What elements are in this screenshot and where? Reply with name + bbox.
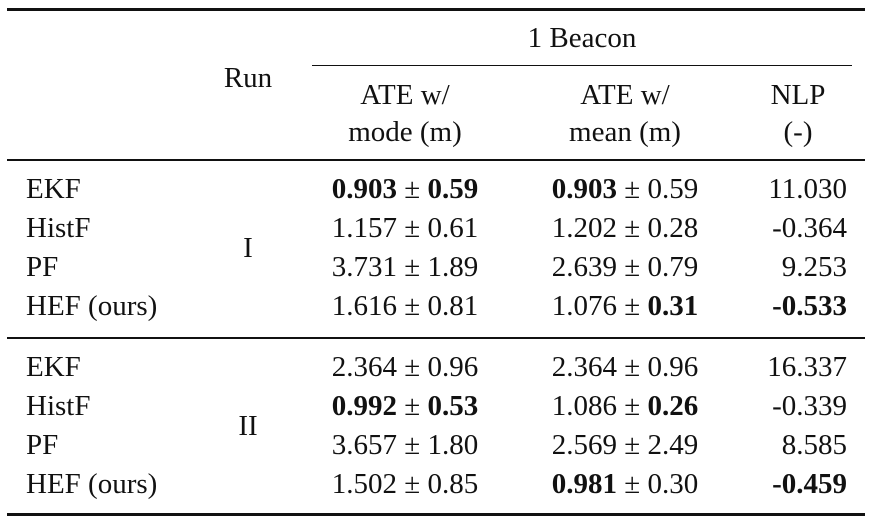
run-column-header: Run — [223, 62, 273, 94]
ate-mean-cell: 2.364 ± 0.96 — [551, 351, 699, 383]
nlp-value: 16.337 — [767, 351, 847, 383]
ate-mode-cell: 0.992 ± 0.53 — [331, 390, 479, 422]
ate-mean-std: 0.96 — [647, 351, 699, 383]
nlp-cell: 8.585 — [730, 428, 847, 462]
method-name: EKF — [26, 173, 81, 205]
run-label: I — [243, 231, 253, 264]
ate-mode-cell: 1.616 ± 0.81 — [331, 290, 479, 322]
ate-mean-header-line1: ATE w/ — [580, 79, 670, 111]
nlp-cell: 11.030 — [730, 172, 847, 206]
ate-mean-cell: 2.569 ± 2.49 — [551, 429, 699, 461]
nlp-cell: -0.459 — [730, 467, 847, 501]
ate-mode-cell: 1.502 ± 0.85 — [331, 468, 479, 500]
ate-mean-std: 2.49 — [647, 429, 699, 461]
ate-mode-value: 2.364 — [331, 351, 398, 383]
group-header: 1 Beacon — [527, 22, 637, 54]
ate-mode-header-line1: ATE w/ — [360, 79, 450, 111]
ate-mean-std: 0.30 — [647, 468, 699, 500]
nlp-value: -0.459 — [772, 468, 847, 500]
nlp-value: -0.364 — [772, 212, 847, 244]
nlp-header-line1: NLP — [770, 79, 826, 111]
ate-mode-std: 0.61 — [427, 212, 479, 244]
ate-mean-std: 0.28 — [647, 212, 699, 244]
ate-mean-header-line2: mean (m) — [569, 116, 681, 148]
ate-mode-std: 1.89 — [427, 251, 479, 283]
method-name: PF — [26, 429, 59, 461]
ate-mean-value: 2.639 — [551, 251, 618, 283]
method-name: EKF — [26, 351, 81, 383]
nlp-cell: -0.339 — [730, 389, 847, 423]
ate-mode-value: 1.616 — [331, 290, 398, 322]
ate-mode-cell: 2.364 ± 0.96 — [331, 351, 479, 383]
run-separator-rule — [7, 337, 865, 339]
ate-mean-value: 1.076 — [551, 290, 618, 322]
bottom-rule — [7, 513, 865, 516]
run-label: II — [238, 409, 258, 442]
nlp-value: -0.339 — [772, 390, 847, 422]
ate-mode-cell: 0.903 ± 0.59 — [331, 173, 479, 205]
header-midrule — [7, 159, 865, 161]
ate-mean-cell: 1.086 ± 0.26 — [551, 390, 699, 422]
nlp-header-line2: (-) — [783, 116, 813, 148]
ate-mode-cell: 3.657 ± 1.80 — [331, 429, 479, 461]
method-name: PF — [26, 251, 59, 283]
ate-mean-cell: 1.202 ± 0.28 — [551, 212, 699, 244]
nlp-cell: 9.253 — [730, 250, 847, 284]
method-name: HistF — [26, 390, 91, 422]
method-name: HEF (ours) — [26, 290, 158, 322]
ate-mode-std: 0.96 — [427, 351, 479, 383]
group-cmidrule — [312, 65, 852, 66]
ate-mean-std: 0.79 — [647, 251, 699, 283]
method-name: HistF — [26, 212, 91, 244]
ate-mode-std: 0.85 — [427, 468, 479, 500]
ate-mean-cell: 2.639 ± 0.79 — [551, 251, 699, 283]
nlp-value: 11.030 — [768, 173, 847, 205]
ate-mean-value: 0.903 — [551, 173, 618, 205]
nlp-cell: 16.337 — [730, 350, 847, 384]
ate-mode-value: 1.502 — [331, 468, 398, 500]
ate-mean-std: 0.26 — [647, 390, 699, 422]
nlp-cell: -0.364 — [730, 211, 847, 245]
nlp-value: 9.253 — [781, 251, 847, 283]
ate-mean-std: 0.31 — [647, 290, 699, 322]
ate-mode-header-line2: mode (m) — [348, 116, 462, 148]
ate-mode-std: 0.53 — [427, 390, 479, 422]
ate-mean-std: 0.59 — [647, 173, 699, 205]
ate-mode-value: 0.903 — [331, 173, 398, 205]
nlp-value: -0.533 — [772, 290, 847, 322]
ate-mean-value: 1.202 — [551, 212, 618, 244]
ate-mode-value: 0.992 — [331, 390, 398, 422]
ate-mean-cell: 0.981 ± 0.30 — [551, 468, 699, 500]
ate-mean-value: 1.086 — [551, 390, 618, 422]
nlp-cell: -0.533 — [730, 289, 847, 323]
nlp-value: 8.585 — [781, 429, 847, 461]
ate-mean-cell: 0.903 ± 0.59 — [551, 173, 699, 205]
ate-mean-value: 2.569 — [551, 429, 618, 461]
ate-mode-value: 3.657 — [331, 429, 398, 461]
ate-mean-value: 0.981 — [551, 468, 618, 500]
ate-mode-value: 3.731 — [331, 251, 398, 283]
ate-mode-std: 1.80 — [427, 429, 479, 461]
method-name: HEF (ours) — [26, 468, 158, 500]
ate-mode-cell: 3.731 ± 1.89 — [331, 251, 479, 283]
ate-mean-value: 2.364 — [551, 351, 618, 383]
top-rule — [7, 8, 865, 11]
ate-mean-cell: 1.076 ± 0.31 — [551, 290, 699, 322]
ate-mode-cell: 1.157 ± 0.61 — [331, 212, 479, 244]
ate-mode-std: 0.59 — [427, 173, 479, 205]
ate-mode-value: 1.157 — [331, 212, 398, 244]
ate-mode-std: 0.81 — [427, 290, 479, 322]
